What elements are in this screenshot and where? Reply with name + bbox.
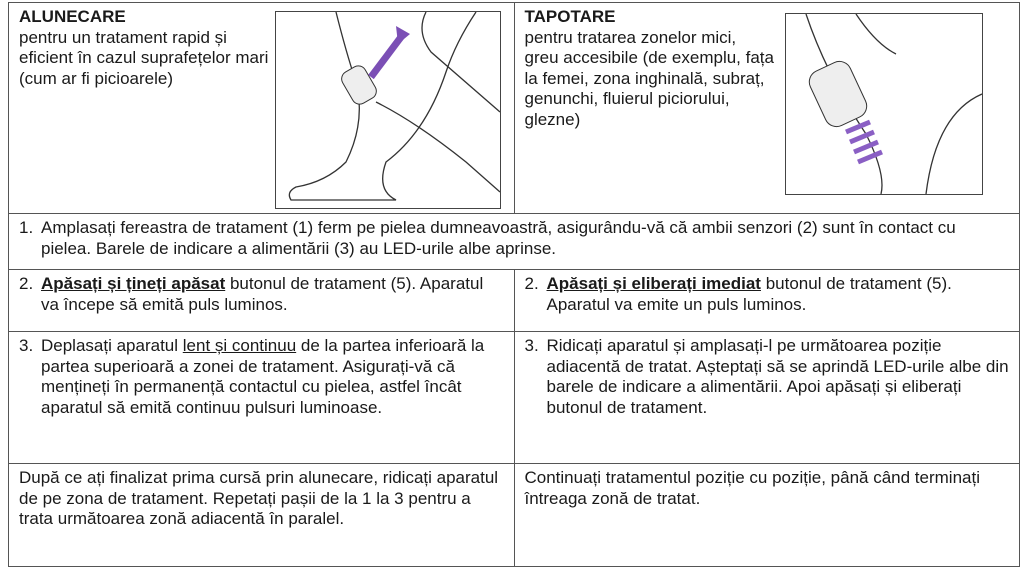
step-number: 1. (19, 218, 34, 237)
emphasis: Apăsați și țineți apăsat (41, 274, 226, 293)
step-2-left-cell: 2. Apăsați și țineți apăsat butonul de tr… (8, 269, 515, 332)
step-text: de la partea inferioară la partea superi… (41, 336, 485, 417)
underlined-text: lent și continuu (182, 336, 297, 355)
step-text: Deplasați aparatul (41, 336, 183, 355)
instruction-table: ALUNECARE pentru un tratament rapid și e… (8, 2, 1020, 567)
glide-illustration (275, 11, 501, 209)
left-header-cell: ALUNECARE pentru un tratament rapid și e… (8, 2, 515, 214)
step-number: 2. (19, 274, 34, 293)
step-3-left-cell: 3. Deplasați aparatul lent și continuu de… (8, 331, 515, 464)
final-left-cell: După ce ați finalizat prima cursă prin a… (8, 463, 515, 567)
description: pentru tratarea zonelor mici, greu acces… (524, 27, 774, 129)
right-header-cell: TAPOTARE pentru tratarea zonelor mici, g… (513, 2, 1020, 214)
step-number: 2. (524, 274, 539, 293)
final-text: După ce ați finalizat prima cursă prin a… (19, 468, 499, 528)
step-number: 3. (19, 336, 34, 355)
step-text: Amplasați fereastra de tratament (1) fer… (41, 218, 956, 258)
step-2-right-cell: 2. Apăsați și eliberați imediat butonul d… (513, 269, 1020, 332)
stamp-illustration (784, 13, 983, 195)
emphasis: Apăsați și eliberați imediat (546, 274, 761, 293)
step-text: butonul de tratament (5). Aparatul va în… (41, 274, 484, 314)
title: TAPOTARE (524, 7, 616, 26)
step-text: Ridicați aparatul și amplasați-l pe urmă… (546, 336, 1009, 417)
step-1-cell: 1. Amplasați fereastra de tratament (1) f… (8, 213, 1020, 270)
title: ALUNECARE (19, 7, 126, 26)
step-number: 3. (524, 336, 539, 355)
final-text: Continuați tratamentul poziție cu poziți… (524, 468, 980, 508)
final-right-cell: Continuați tratamentul poziție cu poziți… (513, 463, 1020, 567)
description: pentru un tratament rapid și eficient în… (19, 27, 269, 88)
step-text: butonul de tratament (5). Aparatul va em… (546, 274, 952, 314)
step-3-right-cell: 3. Ridicați aparatul și amplasați-l pe ur… (513, 331, 1020, 464)
